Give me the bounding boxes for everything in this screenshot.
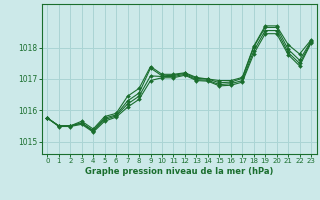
X-axis label: Graphe pression niveau de la mer (hPa): Graphe pression niveau de la mer (hPa) — [85, 167, 273, 176]
